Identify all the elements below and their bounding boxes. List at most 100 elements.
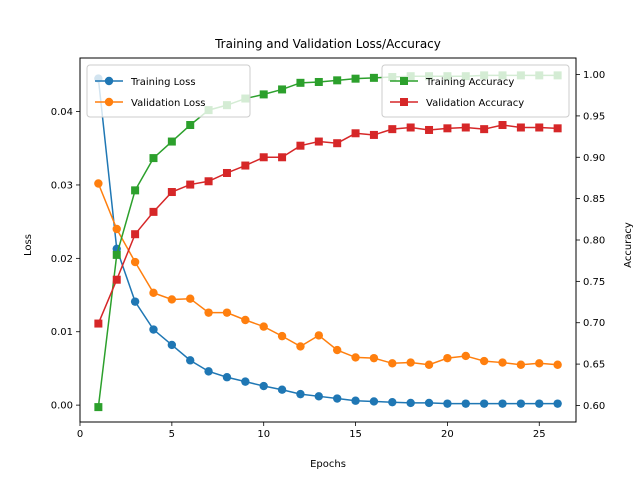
training-accuracy-point <box>333 76 342 85</box>
training-loss-point <box>241 377 250 386</box>
training-loss-point <box>314 392 324 401</box>
validation-loss-point <box>461 351 470 361</box>
validation-accuracy-point <box>333 139 342 148</box>
legend-label: Training Accuracy <box>425 77 514 88</box>
legend-left: Training Loss Validation Loss <box>86 64 251 118</box>
validation-loss-point <box>443 353 452 363</box>
validation-accuracy-point <box>204 177 213 186</box>
legend-swatch-marker <box>400 98 408 106</box>
training-loss-point <box>388 397 397 407</box>
training-loss-point <box>535 399 544 408</box>
left-y-axis-label: Loss <box>23 234 34 256</box>
series-training-accuracy <box>94 71 562 412</box>
training-loss-point <box>369 397 379 406</box>
validation-loss-point <box>186 294 195 303</box>
validation-accuracy-point <box>167 188 176 197</box>
validation-loss-point <box>498 358 507 367</box>
training-loss-point <box>149 325 158 334</box>
training-loss-point <box>277 385 287 394</box>
validation-loss-point <box>351 353 360 362</box>
validation-accuracy-point <box>498 121 507 130</box>
legend-box <box>381 64 570 118</box>
left-y-tick-label: 0.01 <box>51 327 73 338</box>
validation-accuracy-point <box>222 168 231 177</box>
series-training-loss <box>94 74 562 408</box>
left-y-tick-label: 0.03 <box>51 180 73 191</box>
validation-loss-point <box>167 295 177 304</box>
training-loss-point <box>351 396 360 405</box>
training-accuracy-point <box>186 121 195 130</box>
validation-accuracy-point <box>112 275 121 284</box>
right-y-tick-label: 0.85 <box>583 194 605 205</box>
validation-accuracy-point <box>388 125 397 134</box>
validation-accuracy-point <box>186 180 195 189</box>
series-validation-accuracy <box>94 121 562 328</box>
validation-accuracy-point <box>351 129 360 138</box>
training-loss-point <box>296 389 305 399</box>
training-loss-point <box>516 399 526 408</box>
validation-loss-point <box>94 179 103 188</box>
training-accuracy-point <box>94 403 103 412</box>
validation-loss-point <box>130 257 140 267</box>
validation-loss-point <box>535 359 544 368</box>
validation-loss-point <box>369 353 379 363</box>
training-accuracy-point <box>131 186 140 195</box>
right-y-tick-label: 0.65 <box>583 360 605 371</box>
x-tick-label: 10 <box>257 429 270 440</box>
training-loss-point <box>167 340 177 350</box>
validation-loss-point <box>479 356 489 366</box>
left-y-tick-label: 0.04 <box>51 107 73 118</box>
left-y-tick-label: 0.00 <box>51 401 73 412</box>
x-tick-label: 0 <box>77 429 83 440</box>
training-loss-point <box>553 399 562 408</box>
legend-entry-validation-loss: Validation Loss <box>95 97 206 109</box>
x-axis: 0 5 10 15 20 25 <box>77 422 546 440</box>
training-loss-point <box>443 399 452 408</box>
legend-box <box>86 64 251 118</box>
training-loss-point <box>461 399 470 408</box>
legend-entry-training-loss: Training Loss <box>95 76 196 88</box>
validation-accuracy-point <box>480 125 489 134</box>
right-y-tick-label: 0.60 <box>583 401 605 412</box>
training-accuracy-point <box>149 154 158 163</box>
chart-title: Training and Validation Loss/Accuracy <box>214 37 441 51</box>
validation-loss-point <box>424 360 434 369</box>
right-y-tick-label: 1.00 <box>583 70 605 81</box>
validation-accuracy-point <box>535 123 544 132</box>
legend-swatch-marker <box>400 77 408 85</box>
validation-accuracy-line <box>97 124 558 324</box>
validation-accuracy-point <box>553 124 562 133</box>
legend-swatch-marker <box>104 97 114 107</box>
legend-swatch-marker <box>104 76 114 86</box>
validation-accuracy-point <box>259 153 268 162</box>
training-loss-point <box>259 381 268 391</box>
validation-accuracy-point <box>516 123 525 132</box>
x-tick-label: 5 <box>169 429 175 440</box>
validation-loss-line <box>97 183 558 366</box>
validation-loss-point <box>204 308 213 317</box>
validation-accuracy-point <box>131 230 140 239</box>
training-accuracy-point <box>259 90 268 99</box>
validation-loss-point <box>112 224 121 234</box>
training-loss-point <box>130 297 140 306</box>
validation-accuracy-point <box>314 137 323 146</box>
validation-loss-point <box>516 360 526 369</box>
series-layer <box>94 71 562 412</box>
validation-loss-point <box>149 288 158 298</box>
validation-loss-point <box>277 331 287 341</box>
validation-accuracy-point <box>241 161 250 170</box>
training-accuracy-point <box>112 250 121 259</box>
training-accuracy-point <box>167 137 176 146</box>
left-y-axis: 0.00 0.01 0.02 0.03 0.04 <box>51 107 80 412</box>
validation-accuracy-point <box>149 207 158 216</box>
training-accuracy-point <box>314 77 323 86</box>
validation-accuracy-point <box>461 123 470 132</box>
training-accuracy-point <box>278 85 287 94</box>
training-loss-point <box>498 399 507 408</box>
training-loss-point <box>186 356 195 365</box>
training-accuracy-line <box>97 74 558 408</box>
training-loss-point <box>204 367 213 376</box>
validation-accuracy-point <box>278 153 287 162</box>
x-tick-label: 15 <box>349 429 362 440</box>
right-y-tick-label: 0.80 <box>583 236 605 247</box>
